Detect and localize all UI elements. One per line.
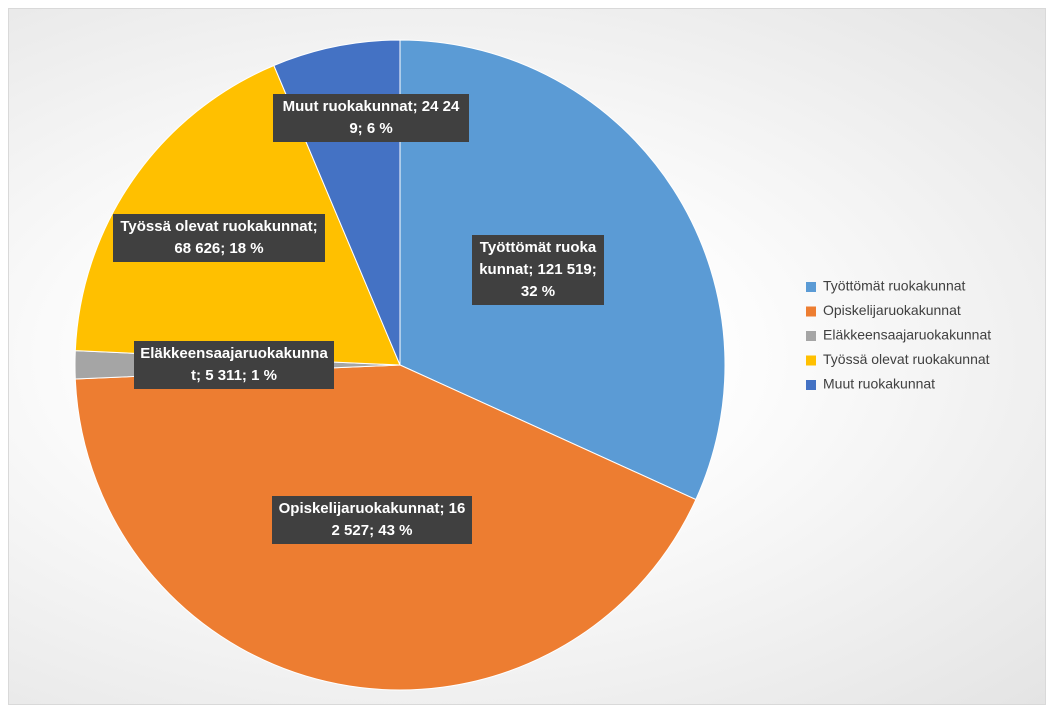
data-label: Työttömät ruokakunnat; 121 519; 32 %: [472, 235, 604, 305]
legend-label: Eläkkeensaajaruokakunnat: [823, 327, 991, 343]
legend-swatch: [806, 355, 816, 366]
data-label: Työssä olevat ruokakunnat; 68 626; 18 %: [113, 214, 325, 262]
data-label: Eläkkeensaajaruokakunnat; 5 311; 1 %: [134, 341, 334, 389]
legend-label: Muut ruokakunnat: [823, 376, 935, 392]
legend-label: Työttömät ruokakunnat: [823, 278, 966, 294]
legend-swatch: [806, 306, 816, 317]
legend-swatch: [806, 380, 816, 390]
data-label: Opiskelijaruokakunnat; 162 527; 43 %: [272, 496, 472, 544]
legend-label: Työssä olevat ruokakunnat: [823, 351, 990, 367]
legend-label: Opiskelijaruokakunnat: [823, 302, 961, 318]
legend-swatch: [806, 331, 816, 341]
legend-swatch: [806, 282, 816, 292]
data-label: Muut ruokakunnat; 24 249; 6 %: [273, 94, 469, 142]
